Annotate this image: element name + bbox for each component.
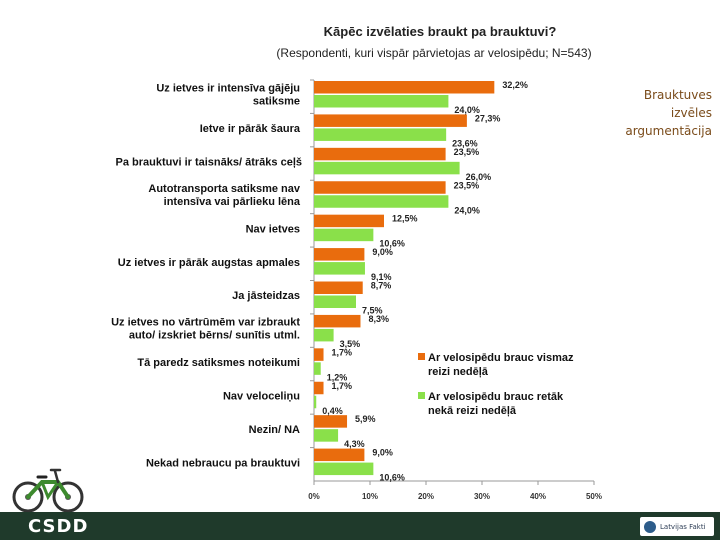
csdd-logo: CSDD	[28, 516, 89, 537]
value-label: 23,5%	[454, 180, 480, 190]
value-label: 1,7%	[332, 347, 353, 357]
value-label: 9,0%	[372, 247, 393, 257]
x-tick-labels: 0% 10% 20% 30% 40% 50%	[308, 481, 602, 501]
bar-less-often	[314, 295, 356, 308]
category-labels: Uz ietves ir intensīva gājēju satiksme Iet…	[111, 83, 302, 470]
x-tick-label: 0%	[308, 492, 320, 501]
category-label: Autotransporta satiksme nav intensīva vai…	[148, 183, 300, 208]
bar-weekly	[314, 81, 495, 94]
chart-subtitle: (Respondenti, kuri vispār pārvietojas ar…	[276, 46, 591, 60]
legend-swatch	[418, 392, 425, 399]
legend-label: Ar velosipēdu brauc vismaz reizi nedēļā	[428, 352, 574, 378]
category-label-line: auto/ izskriet bērns/ sunītis utml.	[129, 330, 300, 342]
bar-weekly	[314, 181, 446, 194]
bar-weekly	[314, 448, 365, 462]
category-label: Ja jāsteidzas	[232, 290, 300, 302]
value-label: 9,1%	[371, 272, 392, 282]
value-label: 26,0%	[466, 172, 492, 182]
category-label: Nekad nebraucu pa brauktuvi	[146, 457, 300, 469]
partner-logo: Latvijas Fakti	[640, 517, 714, 536]
value-labels: 32,2% 27,3% 23,5% 23,5% 12,5% 9,0% 8,7% 8,3% 1,7…	[322, 80, 528, 483]
category-label: Uz ietves ir intensīva gājēju satiksme	[156, 83, 300, 108]
bar-less-often	[314, 128, 447, 141]
value-label: 10,6%	[379, 239, 405, 249]
value-label: 8,3%	[368, 314, 389, 324]
chart-grid	[310, 79, 594, 482]
category-label: Nezin/ NA	[249, 424, 300, 436]
bicycle-icon	[12, 468, 84, 513]
bar-weekly	[314, 214, 384, 228]
category-label: Tā paredz satiksmes noteikumi	[137, 357, 300, 369]
category-label-line: intensīva vai pārlieku lēna	[164, 196, 301, 208]
category-label: Uz ietves no vārtrūmēm var izbraukt auto/…	[111, 317, 300, 342]
bar-less-often	[314, 429, 339, 442]
x-tick-label: 20%	[418, 492, 434, 501]
bar-less-often	[314, 228, 374, 242]
x-tick-label: 50%	[586, 492, 602, 501]
x-tick-label: 40%	[530, 492, 546, 501]
value-label: 4,3%	[344, 439, 365, 449]
value-label: 24,0%	[454, 105, 480, 115]
bar-less-often	[314, 195, 449, 208]
legend-label-line: Ar velosipēdu brauc retāk	[428, 391, 564, 403]
bar-less-often	[314, 328, 334, 342]
legend-label-line: nekā reizi nedēļā	[428, 405, 517, 417]
bar-weekly	[314, 415, 348, 428]
bar-less-often	[314, 161, 460, 175]
legend-label-line: Ar velosipēdu brauc vismaz	[428, 352, 574, 364]
category-label-line: Uz ietves ir intensīva gājēju	[156, 83, 300, 95]
value-label: 0,4%	[322, 406, 343, 416]
category-label: Nav veloceliņu	[223, 390, 300, 402]
legend-label: Ar velosipēdu brauc retāk nekā reizi nedē…	[428, 391, 564, 417]
value-label: 24,0%	[454, 205, 480, 215]
category-label: Ietve ir pārāk šaura	[200, 123, 301, 135]
legend: Ar velosipēdu brauc vismaz reizi nedēļāAr…	[418, 352, 574, 417]
bar-less-often	[314, 395, 317, 409]
legend-label-line: reizi nedēļā	[428, 366, 489, 378]
chart-title: Kāpēc izvēlaties braukt pa brauktuvi?	[324, 24, 557, 39]
value-label: 7,5%	[362, 306, 383, 316]
bar-weekly	[314, 348, 324, 361]
partner-logo-text: Latvijas Fakti	[660, 522, 706, 531]
category-label-line: Uz ietves no vārtrūmēm var izbraukt	[111, 317, 300, 329]
category-label-line: satiksme	[253, 96, 300, 108]
bar-weekly	[314, 381, 324, 395]
value-label: 3,5%	[340, 339, 361, 349]
value-label: 8,7%	[371, 281, 392, 291]
value-label: 10,6%	[379, 473, 405, 483]
bar-weekly	[314, 114, 467, 127]
bar-less-often	[314, 462, 374, 476]
bar-weekly	[314, 314, 361, 328]
value-label: 9,0%	[372, 448, 393, 458]
side-note: Brauktuves izvēles argumentācija	[625, 88, 712, 138]
bar-less-often	[314, 362, 321, 375]
chart-bars	[314, 81, 495, 476]
bar-less-often	[314, 262, 365, 275]
value-label: 12,5%	[392, 214, 418, 224]
value-label: 1,7%	[332, 381, 353, 391]
bar-weekly	[314, 147, 446, 161]
bar-weekly	[314, 248, 365, 261]
legend-swatch	[418, 353, 425, 360]
value-label: 23,6%	[452, 138, 478, 148]
category-label: Nav ietves	[246, 223, 300, 235]
value-label: 27,3%	[475, 113, 501, 123]
bottom-bar	[0, 512, 720, 540]
category-label-line: Autotransporta satiksme nav	[148, 183, 300, 195]
partner-logo-icon	[644, 520, 656, 533]
value-label: 5,9%	[355, 414, 376, 424]
value-label: 32,2%	[502, 80, 528, 90]
bar-less-often	[314, 95, 449, 108]
x-tick-label: 10%	[362, 492, 378, 501]
value-label: 23,5%	[454, 147, 480, 157]
category-label: Pa brauktuvi ir taisnāks/ ātrāks ceļš	[116, 157, 303, 169]
value-label: 1,2%	[327, 372, 348, 382]
x-tick-label: 30%	[474, 492, 490, 501]
category-label: Uz ietves ir pārāk augstas apmales	[118, 257, 300, 269]
bar-weekly	[314, 281, 363, 294]
